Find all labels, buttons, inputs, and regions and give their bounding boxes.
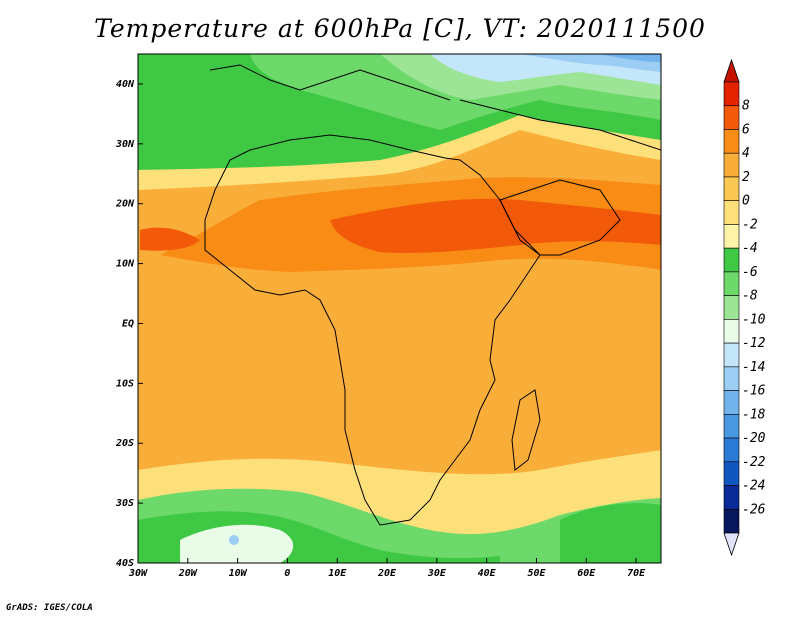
- colorbar-top-arrow: [723, 58, 740, 83]
- temperature-field: [138, 54, 661, 563]
- colorbar-segment: [723, 200, 740, 225]
- x-tick-label: 40E: [478, 568, 497, 579]
- colorbar-label: -10: [742, 312, 766, 327]
- x-tick-label: 50E: [527, 568, 546, 579]
- colorbar-bottom-arrow: [723, 532, 740, 557]
- x-tick-label: 20E: [377, 568, 397, 579]
- colorbar-label: 4: [742, 146, 750, 161]
- x-tick-label: 60E: [577, 568, 596, 579]
- x-tick-label: 70E: [627, 568, 646, 579]
- colorbar-segment: [723, 247, 740, 273]
- colorbar-label: -26: [742, 502, 766, 517]
- y-tick-label: 30N: [115, 139, 135, 150]
- colorbar-label: 8: [742, 99, 750, 114]
- colorbar-segment: [723, 129, 740, 154]
- y-tick-label: 20S: [115, 438, 134, 449]
- colorbar-segment: [723, 152, 740, 178]
- x-tick-label: 10E: [328, 568, 347, 579]
- colorbar-segment: [723, 224, 740, 249]
- coastlines: [204, 64, 661, 526]
- y-tick-label: 20N: [115, 199, 135, 210]
- colorbar-label: -24: [742, 479, 765, 494]
- colorbar-segment: [723, 437, 740, 463]
- colorbar-segment: [723, 176, 740, 201]
- colorbar: 8 6 4 2 0 -2 -4 -6 -8 -10 -12 -14 -16 -18 -20 -22 -24 -26: [723, 58, 766, 557]
- colorbar-segment: [723, 366, 740, 391]
- credit-text: GrADS: IGES/COLA: [6, 603, 93, 613]
- colorbar-segment: [723, 414, 740, 439]
- x-tick-label: 0: [284, 568, 290, 579]
- x-tick-label: 30W: [128, 568, 148, 579]
- colorbar-label: 2: [742, 170, 750, 185]
- colorbar-segment: [723, 342, 740, 368]
- colorbar-segment: [723, 461, 740, 486]
- colorbar-segment: [723, 485, 740, 510]
- colorbar-segment: [723, 319, 740, 344]
- colorbar-label: -2: [742, 217, 758, 232]
- colorbar-label: -12: [742, 336, 766, 351]
- colorbar-label: -16: [742, 384, 766, 399]
- colorbar-label: -14: [742, 360, 765, 375]
- colorbar-segment: [723, 81, 740, 107]
- y-tick-label: 10N: [116, 259, 135, 270]
- colorbar-label: -6: [742, 265, 758, 280]
- colorbar-label: 0: [742, 194, 750, 209]
- colorbar-label: -20: [742, 431, 766, 446]
- x-tick-label: 20W: [178, 568, 198, 579]
- colorbar-segment: [723, 390, 740, 415]
- map-frame: [137, 53, 662, 564]
- colorbar-label: -4: [742, 241, 758, 256]
- colorbar-label: 6: [742, 122, 750, 137]
- x-tick-label: 30E: [427, 568, 447, 579]
- axes: 30W 20W 10W 0 10E 20E 30E 40E 50E 60E 70E 40N 30N 20N…: [115, 79, 646, 579]
- colorbar-label: -8: [742, 289, 758, 304]
- x-tick-label: 10W: [229, 568, 248, 579]
- colorbar-label: -22: [742, 455, 766, 470]
- y-tick-label: EQ: [122, 318, 134, 329]
- y-tick-label: 40S: [116, 558, 134, 569]
- y-tick-label: 30S: [115, 498, 134, 509]
- colorbar-segment: [723, 295, 740, 320]
- y-tick-label: 10S: [116, 378, 134, 389]
- colorbar-segment: [723, 508, 740, 534]
- y-tick-label: 40N: [116, 79, 135, 90]
- colorbar-label: -18: [742, 407, 766, 422]
- map-title: Temperature at 600hPa [C], VT: 202011150…: [94, 14, 706, 43]
- colorbar-segment: [723, 271, 740, 296]
- colorbar-segment: [723, 105, 740, 130]
